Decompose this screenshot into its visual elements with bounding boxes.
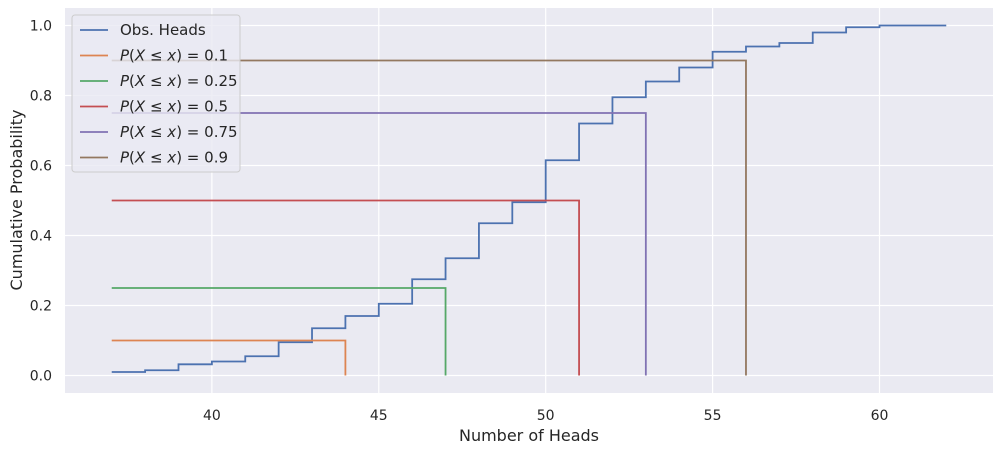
y-axis-label: Cumulative Probability	[7, 110, 26, 291]
series-line-0	[111, 24, 947, 373]
series-line-4	[111, 112, 647, 376]
series-line-1	[111, 339, 347, 376]
legend-entry-4: P(X ≤ x) = 0.75	[120, 123, 238, 141]
series-line-2	[111, 287, 447, 376]
series-line-3	[111, 199, 580, 376]
legend-entry-0: Obs. Heads	[120, 21, 206, 39]
legend-entry-2: P(X ≤ x) = 0.25	[120, 72, 238, 90]
y-tick-label: 0.2	[30, 299, 52, 315]
y-tick-label: 0.0	[30, 369, 52, 385]
series-group	[111, 24, 947, 376]
x-tick-label: 55	[704, 408, 722, 424]
x-tick-label: 40	[203, 408, 221, 424]
legend-entry-1: P(X ≤ x) = 0.1	[120, 47, 228, 65]
y-tick-label: 0.6	[30, 159, 52, 175]
x-axis-label: Number of Heads	[459, 426, 599, 445]
legend: Obs. Heads P(X ≤ x) = 0.1 P(X ≤ x) = 0.25 P…	[71, 14, 241, 173]
legend-entry-3: P(X ≤ x) = 0.5	[120, 98, 228, 116]
x-tick-label: 45	[370, 408, 388, 424]
tick-labels: 40 45 50 55 60 0.0 0.2 0.4 0.6 0.8 1.0	[30, 19, 889, 425]
y-tick-label: 1.0	[30, 19, 52, 35]
series-line-5	[111, 59, 747, 376]
legend-frame	[71, 14, 241, 173]
legend-entry-5: P(X ≤ x) = 0.9	[120, 149, 228, 167]
y-tick-label: 0.8	[30, 89, 52, 105]
x-tick-label: 50	[537, 408, 555, 424]
y-tick-label: 0.4	[30, 229, 52, 245]
x-tick-label: 60	[871, 408, 889, 424]
